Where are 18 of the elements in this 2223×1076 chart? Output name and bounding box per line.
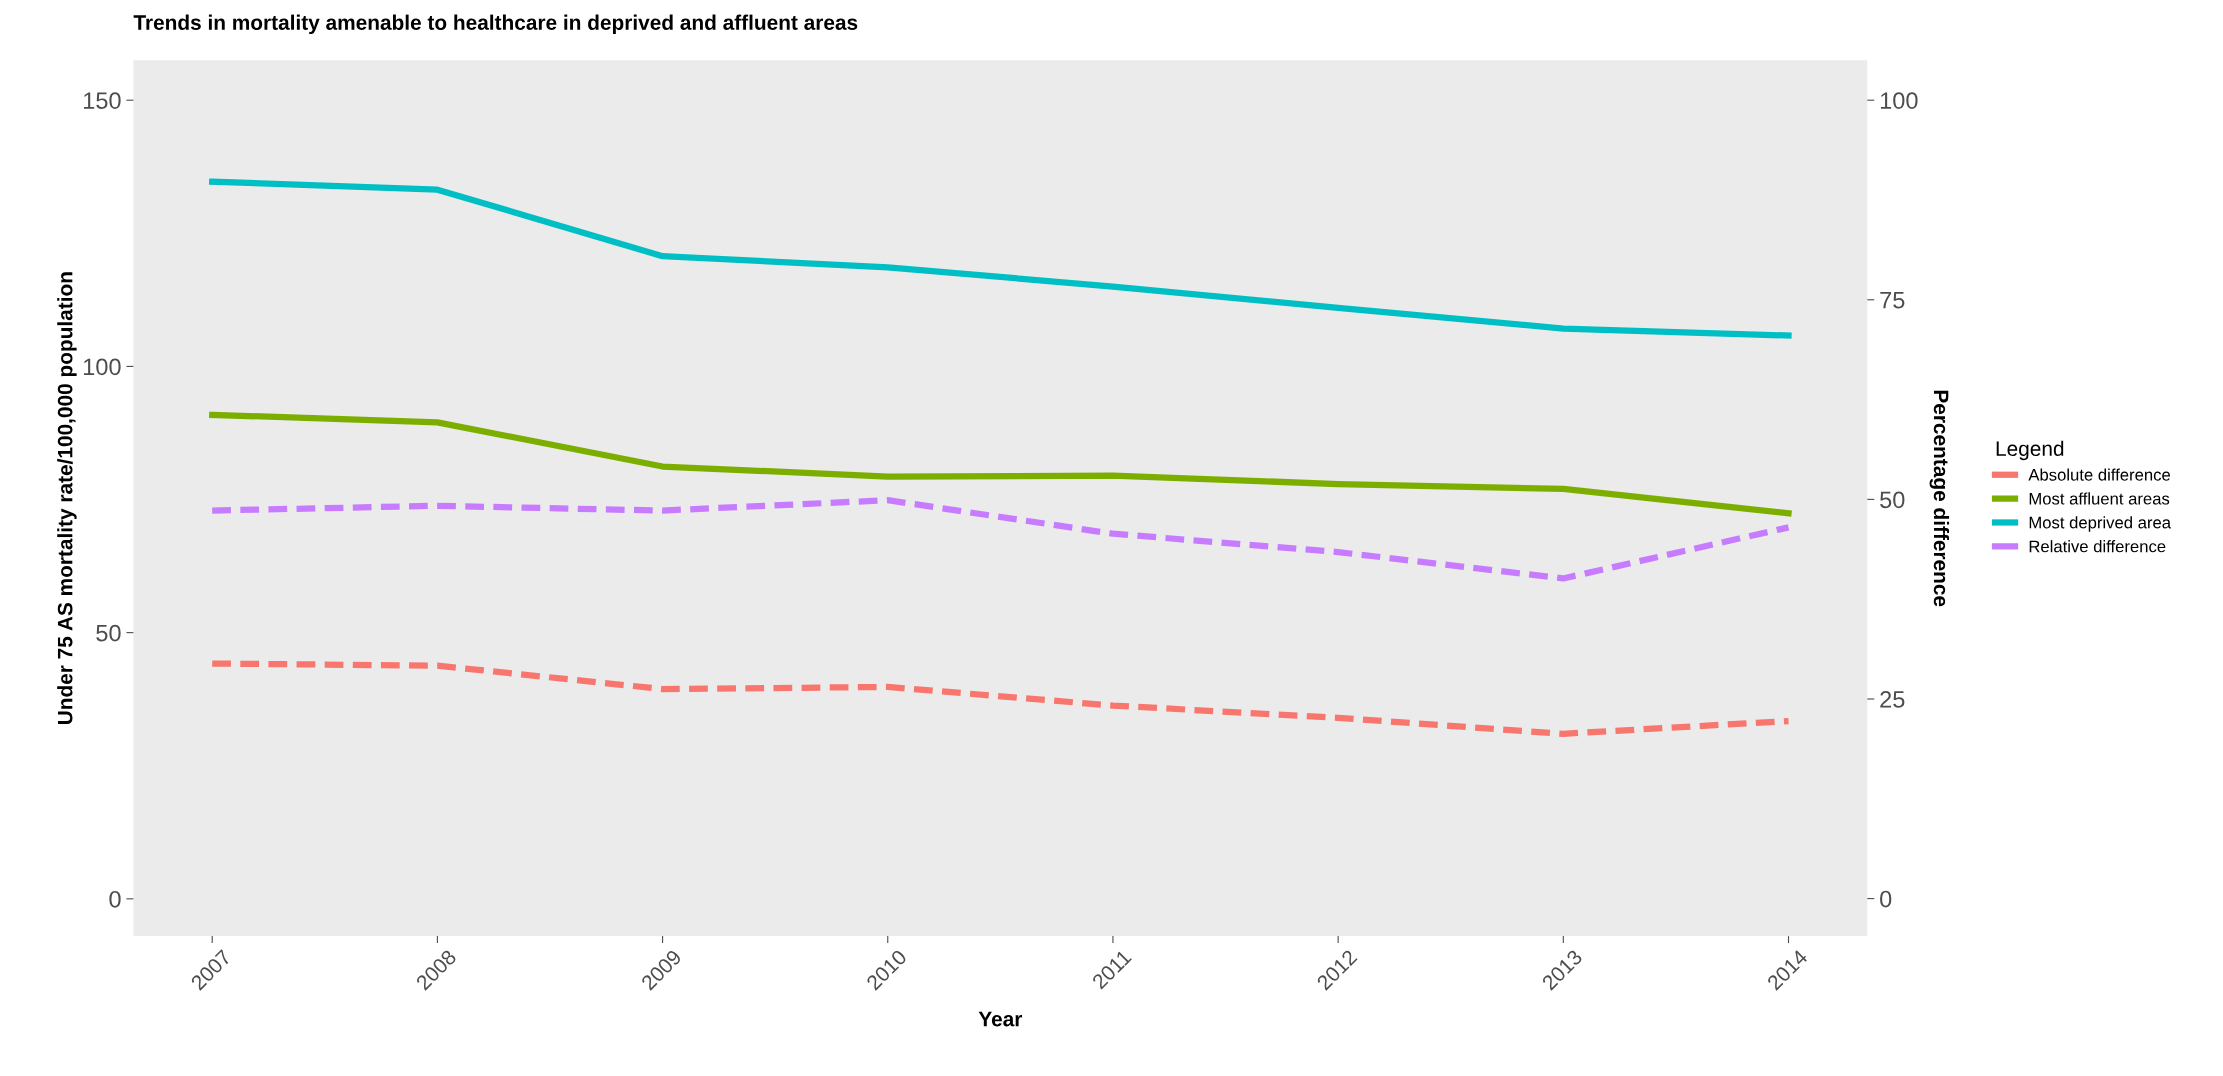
legend-title: Legend [1996, 440, 2064, 461]
y2-tick-label: 0 [1880, 890, 1892, 908]
y-tick-label: 100 [83, 358, 121, 376]
legend-label: Most deprived area [2029, 516, 2172, 532]
y2-tick-label: 50 [1880, 491, 1905, 509]
x-axis-title: Year [978, 1011, 1023, 1027]
legend-label: Absolute difference [2028, 468, 2171, 481]
legend-label: Most affluent areas [2029, 492, 2170, 505]
y2-tick-label: 75 [1880, 292, 1905, 309]
y-tick-label: 50 [96, 624, 121, 642]
y-tick-label: 0 [109, 890, 121, 908]
y2-axis-title: Percentage difference [1929, 390, 1950, 607]
legend-label: Relative difference [2029, 540, 2166, 553]
y-axis-title: Under 75 AS mortality rate/100,000 population [57, 272, 77, 725]
y2-tick-label: 25 [1880, 691, 1905, 708]
y-tick-label: 150 [83, 92, 121, 109]
chart-title: Trends in mortality amenable to healthcare in deprived and affluent areas [133, 14, 858, 35]
y2-tick-label: 100 [1880, 92, 1918, 109]
